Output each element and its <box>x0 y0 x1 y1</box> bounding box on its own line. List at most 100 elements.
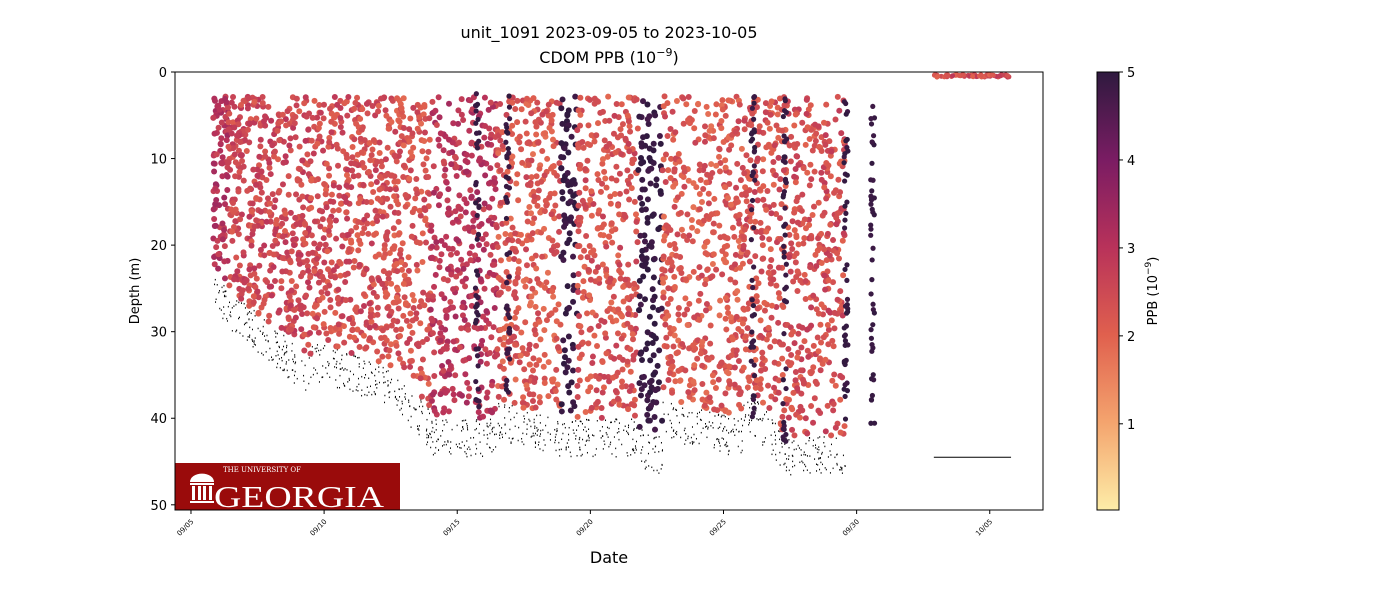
data-point <box>828 317 835 324</box>
data-point <box>453 163 460 170</box>
data-point <box>675 311 682 318</box>
data-point <box>760 196 767 203</box>
data-point <box>588 188 595 195</box>
data-point <box>533 361 540 368</box>
raw-depth-point <box>588 437 590 439</box>
data-point <box>751 129 758 135</box>
data-point <box>680 95 687 102</box>
data-point <box>472 200 479 206</box>
raw-depth-point <box>286 369 288 372</box>
data-point <box>308 137 315 144</box>
data-point <box>826 138 833 145</box>
data-point <box>385 353 392 360</box>
data-point <box>251 265 258 272</box>
data-point <box>742 346 749 353</box>
data-point <box>739 320 746 327</box>
data-point <box>395 218 402 225</box>
data-point <box>751 188 758 195</box>
data-point <box>536 393 543 400</box>
data-point <box>309 114 316 121</box>
data-point <box>575 202 582 209</box>
data-point <box>585 340 592 347</box>
raw-depth-point <box>450 441 452 443</box>
data-point <box>223 137 230 144</box>
data-point <box>244 187 251 194</box>
raw-depth-point <box>246 321 248 324</box>
raw-depth-point <box>647 452 649 455</box>
data-point <box>625 281 632 288</box>
data-point <box>793 198 800 205</box>
raw-depth-point <box>458 443 460 445</box>
data-point <box>236 169 243 176</box>
raw-depth-point <box>829 450 831 452</box>
colorbar-tick-label: 2 <box>1127 330 1135 345</box>
data-point <box>612 149 619 156</box>
data-point <box>783 299 790 305</box>
raw-depth-point <box>747 401 749 404</box>
raw-depth-point <box>720 422 722 425</box>
data-point <box>516 133 523 140</box>
raw-depth-point <box>586 439 588 442</box>
raw-depth-point <box>271 359 273 361</box>
data-point <box>526 346 533 353</box>
data-point <box>499 358 506 365</box>
data-point <box>704 356 711 363</box>
data-point <box>314 193 321 200</box>
data-point <box>810 342 817 349</box>
raw-depth-point <box>370 371 372 374</box>
raw-depth-point <box>311 345 313 348</box>
data-point <box>332 217 339 224</box>
data-point <box>783 261 789 267</box>
data-point <box>722 259 729 266</box>
data-point <box>763 144 770 151</box>
data-point <box>804 347 811 354</box>
data-point <box>753 377 760 384</box>
raw-depth-point <box>460 447 462 449</box>
data-point <box>842 332 848 338</box>
data-point <box>747 157 754 164</box>
raw-depth-point <box>293 382 295 384</box>
data-point <box>225 119 232 126</box>
data-point <box>423 155 430 162</box>
data-point <box>477 276 484 283</box>
data-point <box>357 195 364 202</box>
data-point <box>244 126 251 133</box>
data-point <box>451 397 458 404</box>
raw-depth-point <box>693 441 695 443</box>
raw-depth-point <box>251 319 253 321</box>
data-point <box>370 289 377 296</box>
raw-depth-point <box>558 441 560 444</box>
data-point <box>370 281 377 288</box>
raw-depth-point <box>712 422 714 424</box>
data-point <box>330 207 337 214</box>
data-point <box>405 267 412 274</box>
raw-depth-point <box>524 417 526 420</box>
data-point <box>587 196 594 203</box>
data-point <box>829 337 836 344</box>
raw-depth-point <box>635 440 637 443</box>
data-point <box>292 236 299 243</box>
data-point <box>466 250 473 257</box>
data-point <box>838 130 845 137</box>
data-point <box>437 337 444 344</box>
data-point <box>821 272 828 279</box>
raw-depth-point <box>499 434 501 436</box>
data-point <box>374 304 381 311</box>
raw-depth-point <box>469 448 471 451</box>
data-point <box>213 151 220 158</box>
data-point <box>503 111 510 118</box>
data-point <box>268 292 275 299</box>
data-point <box>583 233 590 240</box>
raw-depth-point <box>812 439 814 442</box>
data-point <box>410 305 417 312</box>
data-point <box>812 251 819 258</box>
raw-depth-point <box>571 421 573 423</box>
raw-depth-point <box>728 450 730 453</box>
data-point <box>577 111 584 118</box>
data-point <box>459 304 466 311</box>
raw-depth-point <box>413 407 415 409</box>
raw-depth-point <box>604 443 606 446</box>
raw-depth-point <box>676 415 678 417</box>
data-point <box>815 348 822 355</box>
raw-depth-point <box>654 445 656 448</box>
